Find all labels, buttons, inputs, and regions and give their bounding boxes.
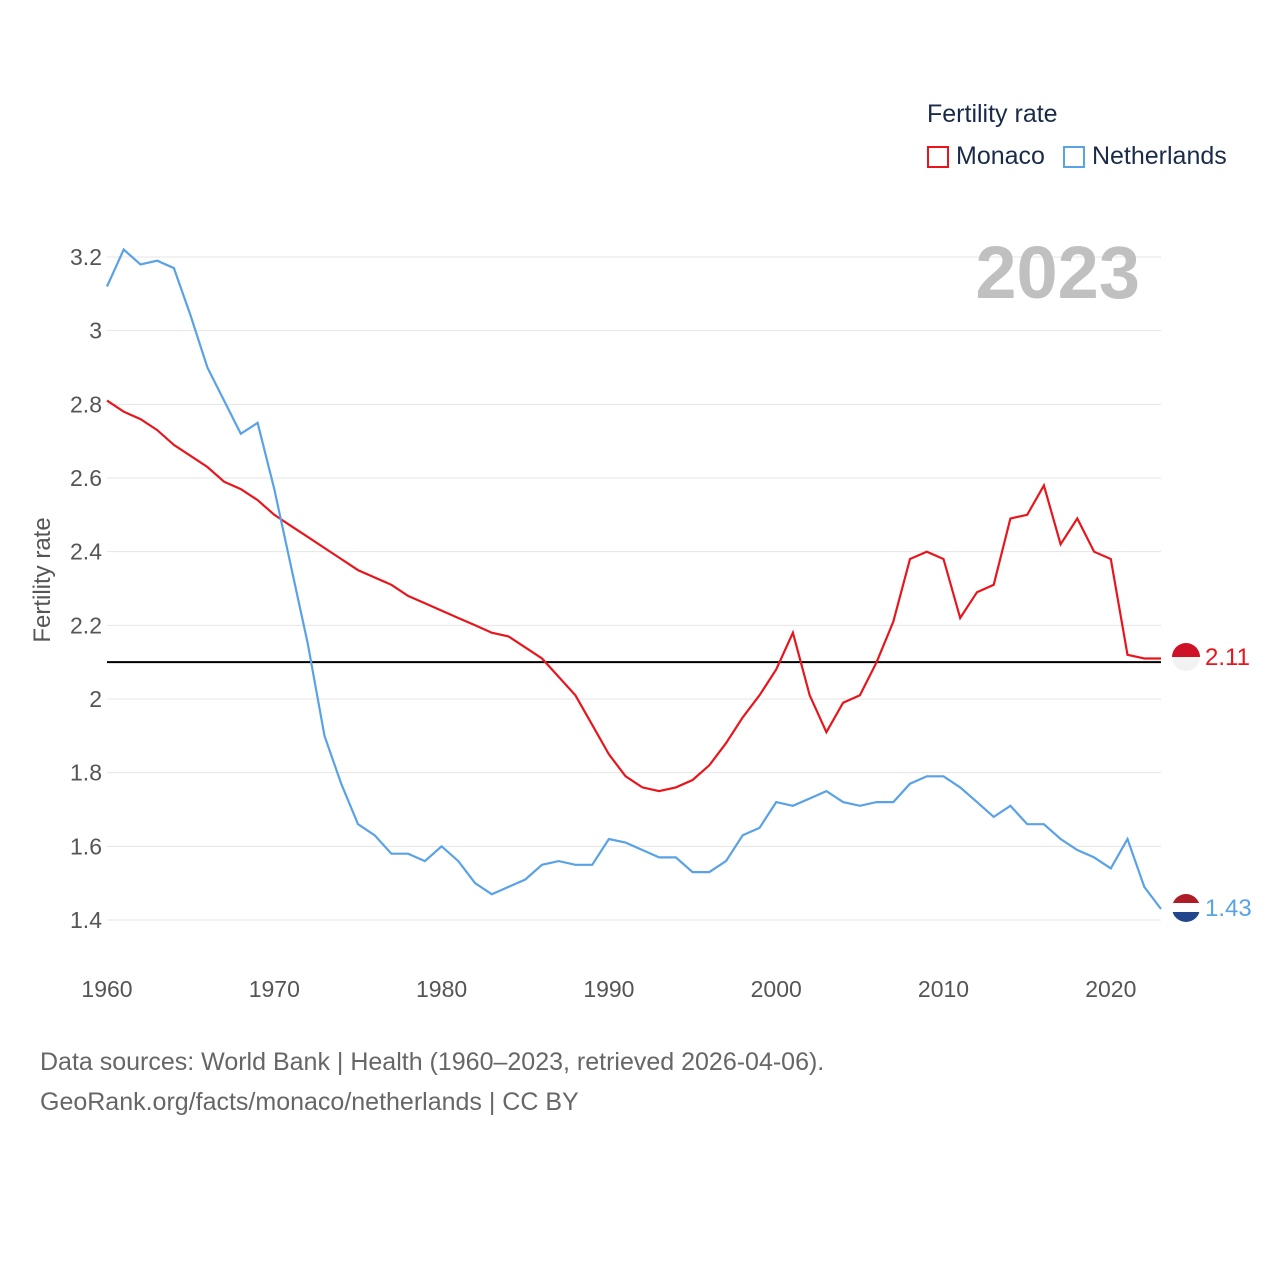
series-line-netherlands <box>105 247 1162 910</box>
footer: Data sources: World Bank | Health (1960–… <box>40 1042 824 1122</box>
legend-item-netherlands[interactable]: Netherlands <box>1062 142 1227 171</box>
y-tick-label: 1.4 <box>70 907 102 933</box>
legend-item-monaco[interactable]: Monaco <box>927 142 1045 171</box>
legend: Monaco Netherlands <box>927 142 1245 171</box>
y-tick-label: 2 <box>89 686 102 712</box>
grid <box>107 256 1161 921</box>
series-line-monaco <box>106 399 1161 793</box>
legend-label-netherlands: Netherlands <box>1091 142 1227 170</box>
legend-swatch-netherlands <box>1062 145 1085 168</box>
x-tick-label: 2000 <box>751 976 802 1002</box>
y-axis: 1.4 1.6 1.8 2 2.2 2.4 2.6 2.8 3 3.2 <box>70 244 102 933</box>
monaco-flag-icon <box>1172 643 1200 671</box>
x-tick-label: 2020 <box>1085 976 1136 1002</box>
y-axis-label: Fertility rate <box>29 517 56 642</box>
x-tick-label: 1990 <box>583 976 634 1002</box>
end-label-monaco: 2.11 <box>1205 644 1250 671</box>
legend-label-monaco: Monaco <box>956 142 1045 170</box>
y-tick-label: 3 <box>89 318 102 344</box>
x-tick-label: 1960 <box>81 976 132 1002</box>
y-tick-label: 2.4 <box>70 539 102 565</box>
x-tick-label: 2010 <box>918 976 969 1002</box>
legend-title: Fertility rate <box>927 100 1058 128</box>
attribution-link[interactable]: GeoRank.org/facts/monaco/netherlands | C… <box>40 1088 579 1116</box>
x-tick-label: 1980 <box>416 976 467 1002</box>
y-tick-label: 2.2 <box>70 612 102 638</box>
y-tick-label: 2.6 <box>70 465 102 491</box>
y-tick-label: 3.2 <box>70 244 102 270</box>
x-axis: 1960 1970 1980 1990 2000 2010 2020 <box>81 976 1136 1002</box>
data-source-text: Data sources: World Bank | Health (1960–… <box>40 1048 825 1076</box>
line-chart: 2023 1.4 1.6 1.8 2 2.2 2.4 2.6 2.8 3 3.2 1960 1970… <box>29 231 1252 1002</box>
y-tick-label: 1.6 <box>70 833 102 859</box>
y-tick-label: 2.8 <box>70 391 102 417</box>
legend-swatch-monaco <box>927 145 949 168</box>
x-tick-label: 1970 <box>249 976 300 1002</box>
year-label: 2023 <box>975 231 1140 314</box>
end-label-netherlands: 1.43 <box>1205 895 1252 922</box>
y-tick-label: 1.8 <box>70 760 102 786</box>
netherlands-flag-icon <box>1172 894 1200 922</box>
